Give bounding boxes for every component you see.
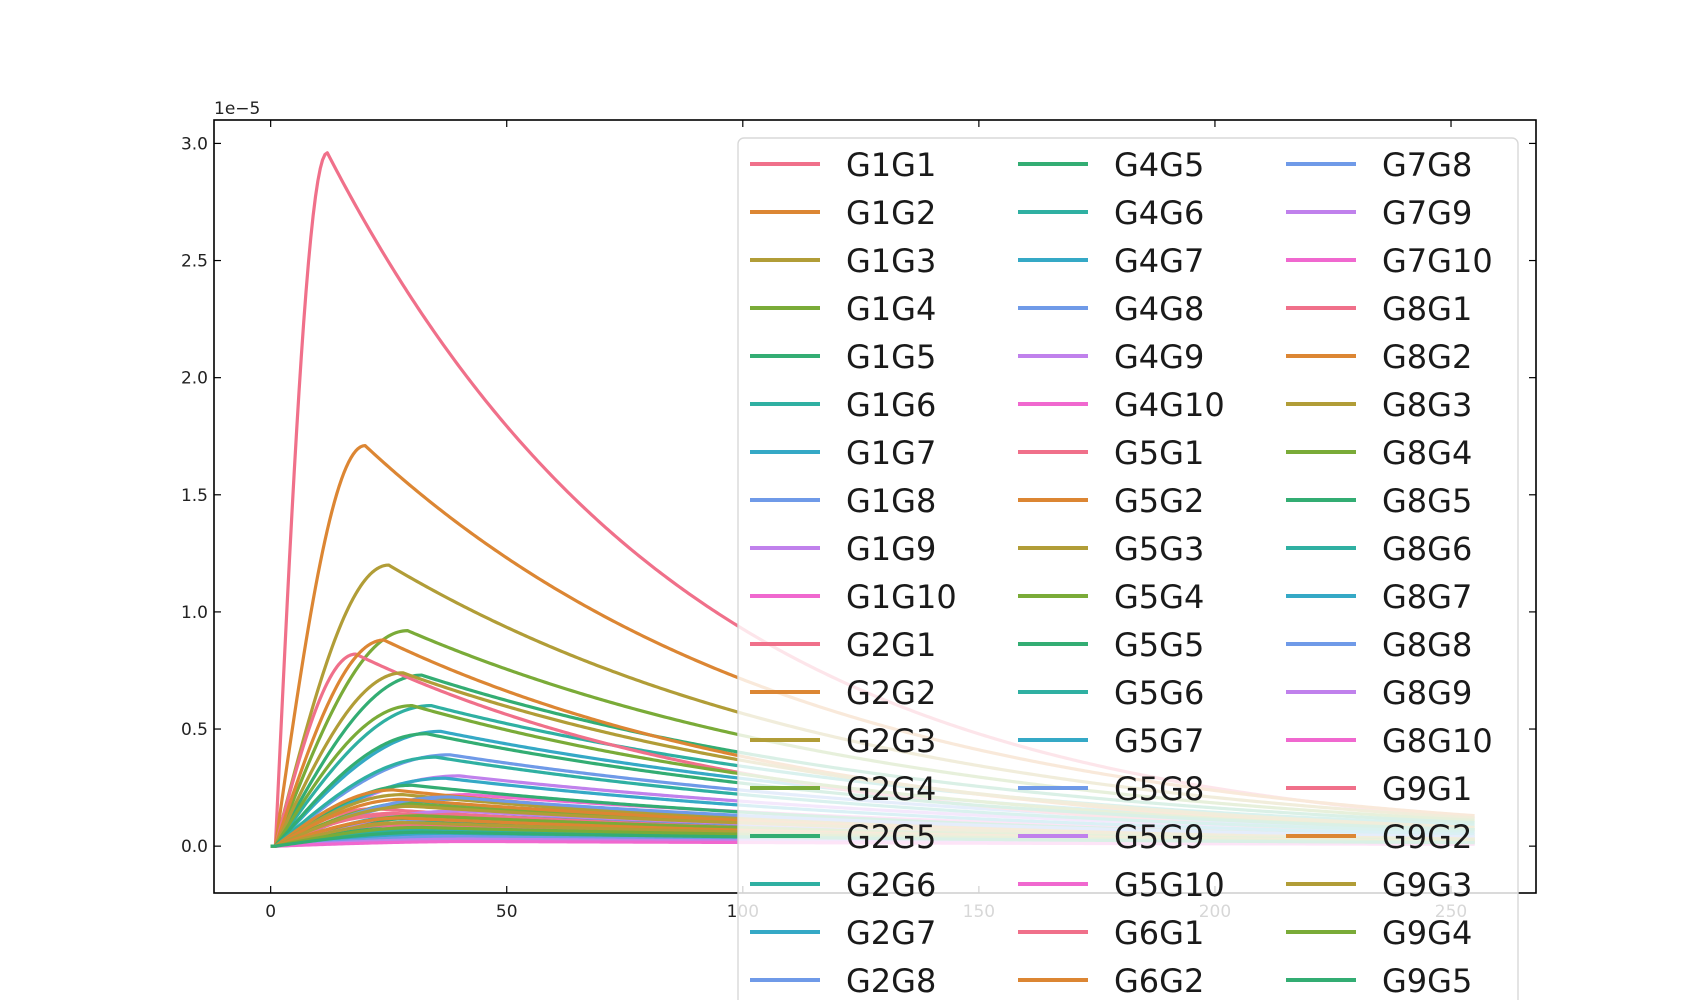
legend-entry-g5g1: G5G1 xyxy=(1114,434,1204,472)
legend-entry-g1g9: G1G9 xyxy=(846,530,936,568)
legend-entry-g1g10: G1G10 xyxy=(846,578,957,616)
legend-entry-g1g6: G1G6 xyxy=(846,386,936,424)
legend-entry-g1g1: G1G1 xyxy=(846,146,936,184)
legend-entry-g8g7: G8G7 xyxy=(1382,578,1472,616)
legend-entry-g9g3: G9G3 xyxy=(1382,866,1472,904)
legend-entry-g6g2: G6G2 xyxy=(1114,962,1204,1000)
x-tick-label: 0 xyxy=(265,902,276,922)
legend-entry-g8g1: G8G1 xyxy=(1382,290,1472,328)
legend-entry-g9g5: G9G5 xyxy=(1382,962,1472,1000)
legend-entry-g2g7: G2G7 xyxy=(846,914,936,952)
legend-entry-g8g4: G8G4 xyxy=(1382,434,1472,472)
legend-entry-g4g6: G4G6 xyxy=(1114,194,1204,232)
legend-entry-g4g7: G4G7 xyxy=(1114,242,1204,280)
legend-entry-g2g3: G2G3 xyxy=(846,722,936,760)
y-offset-label: 1e−5 xyxy=(214,99,260,119)
legend-entry-g9g1: G9G1 xyxy=(1382,770,1472,808)
legend-entry-g9g2: G9G2 xyxy=(1382,818,1472,856)
y-tick-label: 3.0 xyxy=(181,134,208,154)
legend-entry-g1g3: G1G3 xyxy=(846,242,936,280)
legend-entry-g2g5: G2G5 xyxy=(846,818,936,856)
legend-entry-g7g9: G7G9 xyxy=(1382,194,1472,232)
legend-entry-g8g8: G8G8 xyxy=(1382,626,1472,664)
legend-entry-g1g2: G1G2 xyxy=(846,194,936,232)
legend-entry-g4g8: G4G8 xyxy=(1114,290,1204,328)
y-tick-label: 0.0 xyxy=(181,837,208,857)
legend-entry-g8g3: G8G3 xyxy=(1382,386,1472,424)
legend-entry-g2g4: G2G4 xyxy=(846,770,936,808)
legend-entry-g8g5: G8G5 xyxy=(1382,482,1472,520)
legend-entry-g5g5: G5G5 xyxy=(1114,626,1204,664)
legend-entry-g1g8: G1G8 xyxy=(846,482,936,520)
y-tick-label: 1.5 xyxy=(181,486,208,506)
legend-entry-g2g6: G2G6 xyxy=(846,866,936,904)
legend-entry-g9g4: G9G4 xyxy=(1382,914,1472,952)
legend-entry-g1g7: G1G7 xyxy=(846,434,936,472)
y-tick-label: 0.5 xyxy=(181,720,208,740)
legend-entry-g7g10: G7G10 xyxy=(1382,242,1493,280)
legend-entry-g5g2: G5G2 xyxy=(1114,482,1204,520)
legend-entry-g5g7: G5G7 xyxy=(1114,722,1204,760)
y-tick-label: 1.0 xyxy=(181,603,208,623)
legend-entry-g6g1: G6G1 xyxy=(1114,914,1204,952)
legend-entry-g5g10: G5G10 xyxy=(1114,866,1225,904)
legend-entry-g2g1: G2G1 xyxy=(846,626,936,664)
legend-entry-g1g5: G1G5 xyxy=(846,338,936,376)
legend-entry-g5g8: G5G8 xyxy=(1114,770,1204,808)
legend-entry-g1g4: G1G4 xyxy=(846,290,936,328)
legend-entry-g4g5: G4G5 xyxy=(1114,146,1204,184)
legend-entry-g4g10: G4G10 xyxy=(1114,386,1225,424)
legend-entry-g5g9: G5G9 xyxy=(1114,818,1204,856)
legend-entry-g8g2: G8G2 xyxy=(1382,338,1472,376)
legend-entry-g5g4: G5G4 xyxy=(1114,578,1204,616)
legend-entry-g2g2: G2G2 xyxy=(846,674,936,712)
legend-entry-g8g9: G8G9 xyxy=(1382,674,1472,712)
x-tick-label: 50 xyxy=(496,902,518,922)
y-tick-label: 2.5 xyxy=(181,252,208,272)
legend-entry-g8g10: G8G10 xyxy=(1382,722,1493,760)
legend-entry-g7g8: G7G8 xyxy=(1382,146,1472,184)
legend-entry-g8g6: G8G6 xyxy=(1382,530,1472,568)
y-tick-label: 2.0 xyxy=(181,369,208,389)
legend-box xyxy=(737,137,1519,1000)
legend-entry-g5g3: G5G3 xyxy=(1114,530,1204,568)
legend-entry-g2g8: G2G8 xyxy=(846,962,936,1000)
legend-entry-g5g6: G5G6 xyxy=(1114,674,1204,712)
legend: G1G1 G1G2 G1G3 G1G4 G1G5 G1G6 G1G7 G1G8 G1G9 G1G1… xyxy=(737,137,1519,1000)
legend-entry-g4g9: G4G9 xyxy=(1114,338,1204,376)
